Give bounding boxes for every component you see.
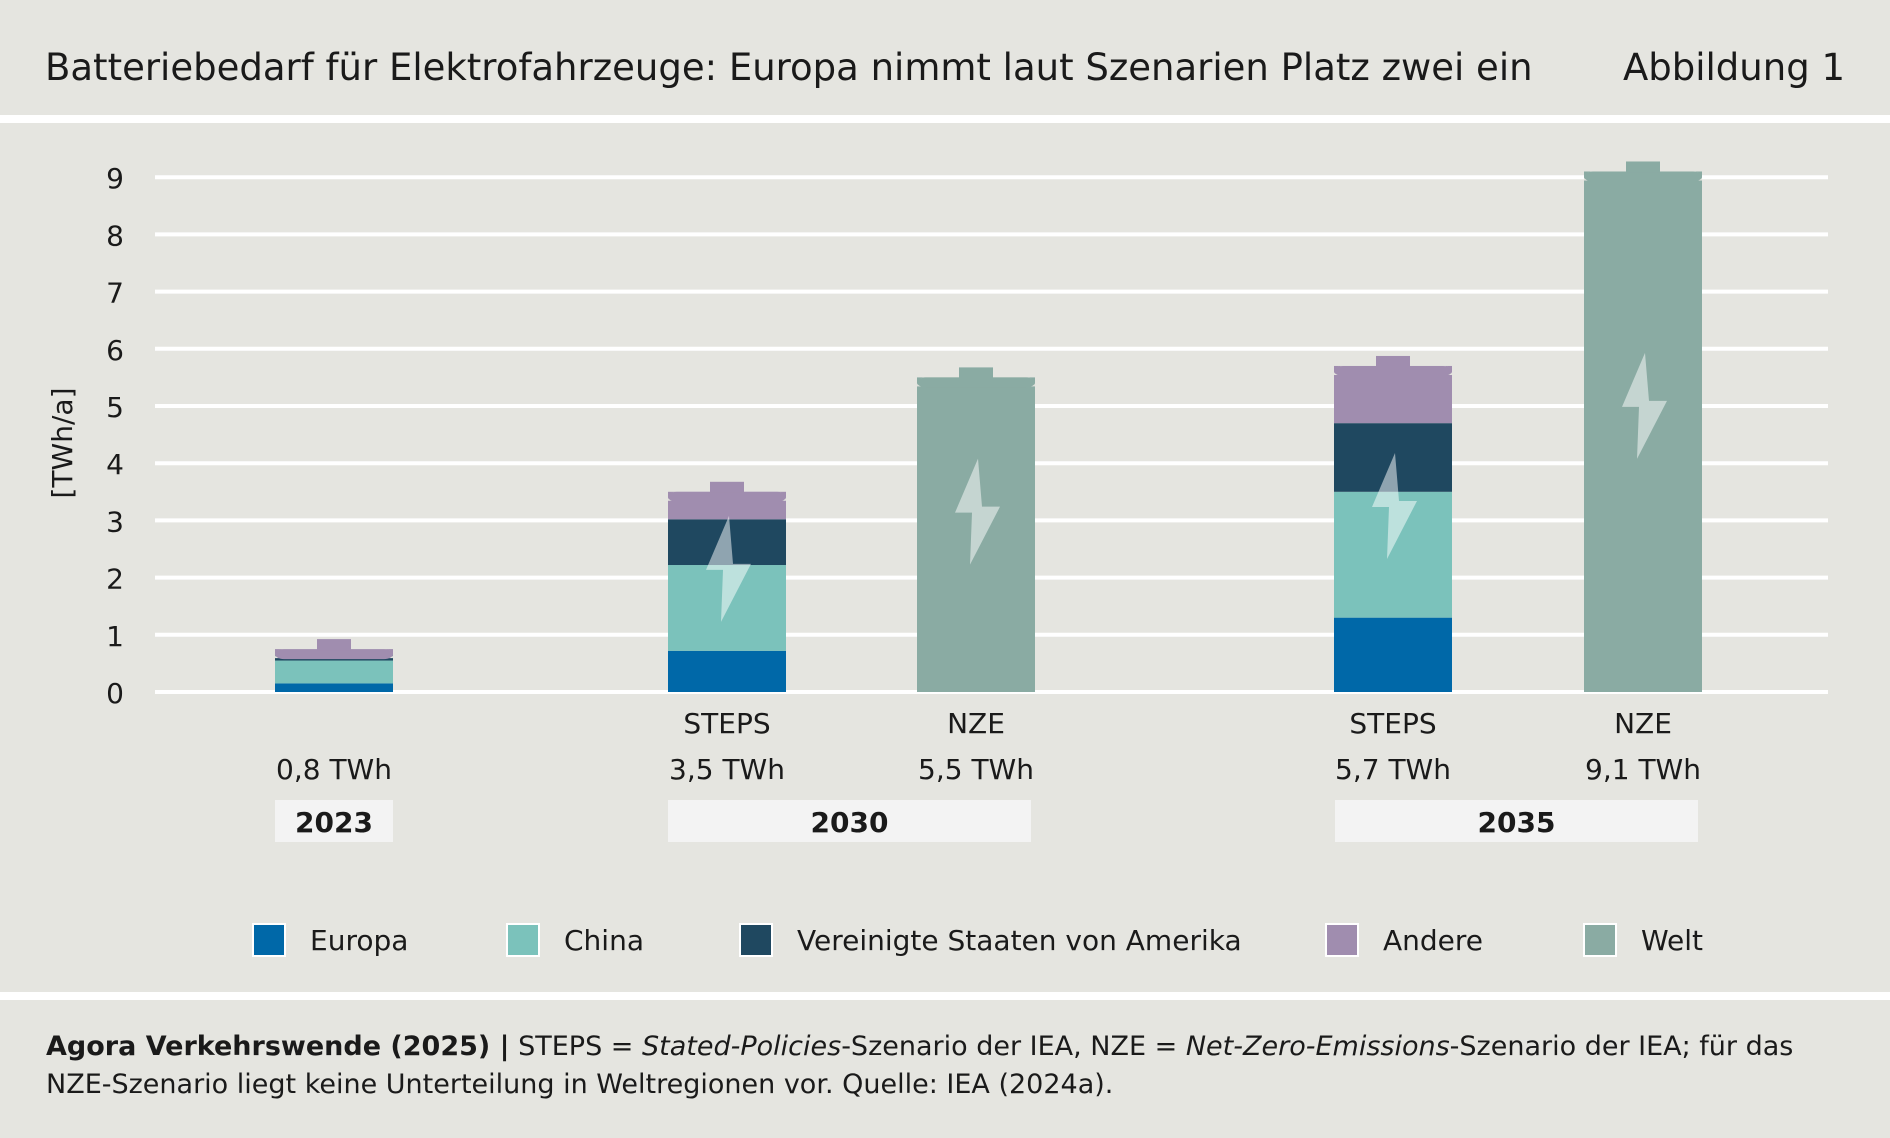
bar-top-2 xyxy=(917,377,1035,388)
y-tick-label-9: 9 xyxy=(106,162,124,195)
legend-item-europa: Europa xyxy=(252,920,408,960)
year-box-2035 xyxy=(1335,800,1698,842)
battery-cap-4 xyxy=(1626,161,1660,173)
y-tick-label-2: 2 xyxy=(106,563,124,596)
legend-item-welt: Welt xyxy=(1583,920,1703,960)
footer-text-3: -Szenario der IEA; für das NZE-Szenario … xyxy=(46,1031,1794,1100)
legend: Europa China Vereinigte Staaten von Amer… xyxy=(0,920,1890,970)
footer-text-1: STEPS = xyxy=(509,1031,642,1062)
bars xyxy=(275,161,1702,693)
chart-area: 0 1 2 3 4 5 6 7 8 9 [TWh/a] 0,8 TWh STEPS 3,5 TWh NZ… xyxy=(46,161,1828,842)
bar-segment-0-china xyxy=(275,660,393,684)
y-tick-label-4: 4 xyxy=(106,448,124,481)
lightning-icon-4 xyxy=(1622,352,1667,459)
header-divider xyxy=(0,115,1890,123)
legend-swatch-usa xyxy=(739,923,773,957)
battery-cap-0 xyxy=(317,639,351,651)
y-axis-label: [TWh/a] xyxy=(46,388,79,499)
battery-cap-2 xyxy=(959,367,993,379)
legend-label-china: China xyxy=(564,923,644,957)
legend-swatch-china xyxy=(506,923,540,957)
figure-label: Abbildung 1 xyxy=(1622,46,1845,89)
legend-label-andere: Andere xyxy=(1383,923,1484,957)
year-box-2023 xyxy=(275,800,393,842)
battery-cap-3 xyxy=(1376,355,1410,367)
year-label-2030: 2030 xyxy=(811,806,889,839)
y-tick-label-1: 1 xyxy=(106,620,124,653)
x-axis-labels: 0,8 TWh STEPS 3,5 TWh NZE 5,5 TWh STEPS 5,7 TW… xyxy=(275,707,1701,842)
legend-label-europa: Europa xyxy=(310,923,409,957)
year-box-2030 xyxy=(668,800,1031,842)
footer-italic-1: Stated-Policies xyxy=(642,1031,842,1062)
battery-cap-1 xyxy=(710,481,744,493)
bar-top-4 xyxy=(1584,171,1702,182)
footer-source: Agora Verkehrswende (2025) | xyxy=(46,1031,510,1062)
bar-top-1 xyxy=(668,491,786,502)
bar-segment-3-europa xyxy=(1334,617,1452,692)
total-label-2: 5,5 TWh xyxy=(918,753,1034,786)
legend-label-usa: Vereinigte Staaten von Amerika xyxy=(797,923,1242,957)
legend-swatch-welt xyxy=(1583,923,1617,957)
year-label-2035: 2035 xyxy=(1478,806,1556,839)
y-tick-label-6: 6 xyxy=(106,334,124,367)
y-tick-label-0: 0 xyxy=(106,677,124,710)
total-label-1: 3,5 TWh xyxy=(669,753,785,786)
legend-swatch-andere xyxy=(1325,923,1359,957)
footer-divider xyxy=(0,992,1890,1000)
legend-item-usa: Vereinigte Staaten von Amerika xyxy=(739,920,1242,960)
footer-italic-2: Net-Zero-Emissions xyxy=(1185,1031,1450,1062)
y-tick-label-7: 7 xyxy=(106,277,124,310)
chart-title: Batteriebedarf für Elektrofahrzeuge: Eur… xyxy=(45,46,1533,89)
footer-text-2: -Szenario der IEA, NZE = xyxy=(841,1031,1186,1062)
y-tick-label-8: 8 xyxy=(106,219,124,252)
lightning-icon-3 xyxy=(1372,452,1417,559)
year-label-2023: 2023 xyxy=(295,806,373,839)
lightning-icon-1 xyxy=(706,515,751,622)
footer-note: Agora Verkehrswende (2025) | STEPS = Sta… xyxy=(46,1028,1846,1104)
total-label-0: 0,8 TWh xyxy=(276,753,392,786)
bar-segment-1-europa xyxy=(668,650,786,692)
legend-label-welt: Welt xyxy=(1641,923,1704,957)
scenario-label-2: NZE xyxy=(947,707,1005,740)
bar-top-3 xyxy=(1334,365,1452,376)
scenario-label-1: STEPS xyxy=(683,707,770,740)
legend-item-andere: Andere xyxy=(1325,920,1483,960)
bar-top-0 xyxy=(275,649,393,660)
y-tick-label-3: 3 xyxy=(106,505,124,538)
chart-header: Batteriebedarf für Elektrofahrzeuge: Eur… xyxy=(0,0,1890,115)
scenario-label-3: STEPS xyxy=(1349,707,1436,740)
legend-swatch-europa xyxy=(252,923,286,957)
lightning-icon-2 xyxy=(955,458,1000,565)
total-label-4: 9,1 TWh xyxy=(1585,753,1701,786)
scenario-label-4: NZE xyxy=(1614,707,1672,740)
total-label-3: 5,7 TWh xyxy=(1335,753,1451,786)
bar-segment-0-europa xyxy=(275,683,393,692)
y-tick-label-5: 5 xyxy=(106,391,124,424)
y-axis-ticks: 0 1 2 3 4 5 6 7 8 9 xyxy=(106,162,124,710)
legend-item-china: China xyxy=(506,920,644,960)
